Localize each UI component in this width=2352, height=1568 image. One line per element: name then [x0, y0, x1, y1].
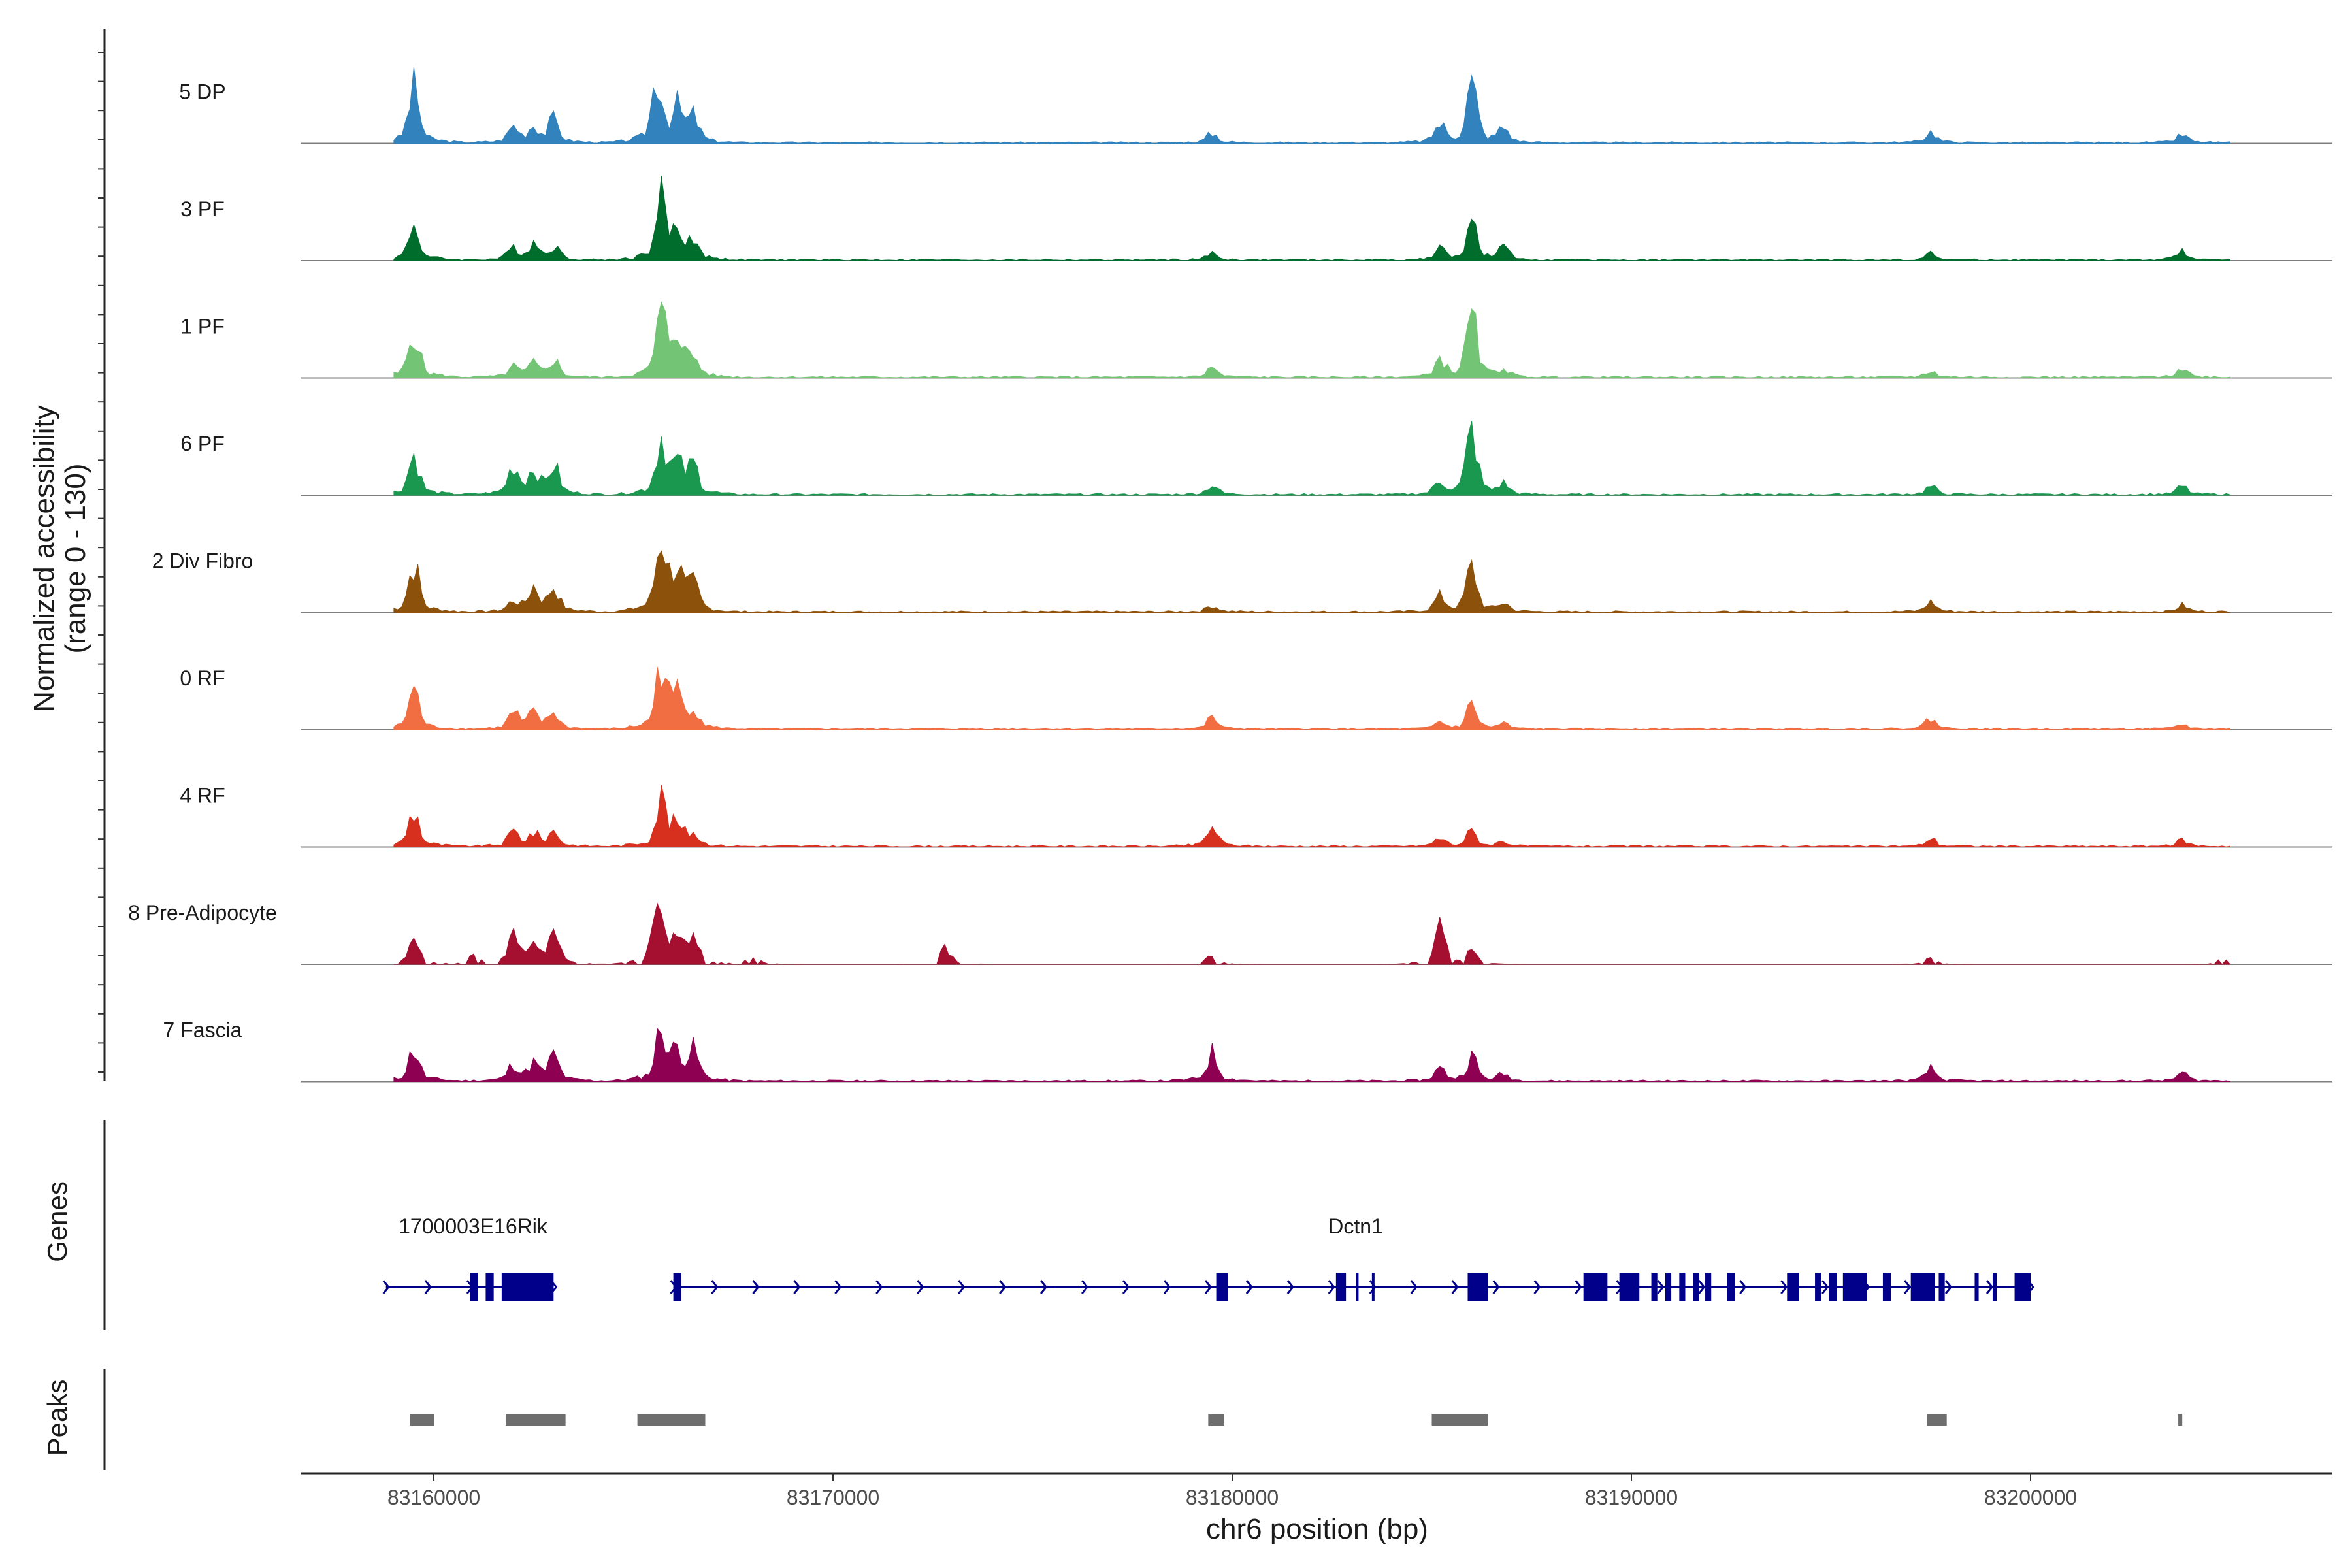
coverage-area-4-rf	[393, 785, 2230, 848]
track-label-2-div-fibro: 2 Div Fibro	[152, 549, 253, 573]
exon	[501, 1273, 554, 1301]
y-axis-subtitle: (range 0 - 130)	[59, 463, 91, 653]
track-label-8-pre-adipocyte: 8 Pre-Adipocyte	[128, 901, 277, 924]
track-label-3-pf: 3 PF	[180, 197, 225, 221]
exon	[1583, 1273, 1608, 1301]
exon	[1619, 1273, 1640, 1301]
track-6-pf: 6 PF	[180, 421, 2332, 496]
exon	[1829, 1273, 1837, 1301]
peak-region	[1431, 1414, 1488, 1426]
track-1-pf: 1 PF	[180, 301, 2332, 379]
exon	[1842, 1273, 1867, 1301]
track-2-div-fibro: 2 Div Fibro	[152, 549, 2332, 613]
exon	[1787, 1273, 1799, 1301]
track-label-4-rf: 4 RF	[180, 784, 225, 808]
genes-panel: 1700003E16Rik Dctn1	[103, 1120, 2034, 1330]
peak-region	[1208, 1414, 1224, 1426]
track-label-5-dp: 5 DP	[179, 80, 225, 104]
track-label-7-fascia: 7 Fascia	[163, 1019, 242, 1042]
x-tick-label: 83180000	[1186, 1486, 1279, 1509]
exon	[1335, 1273, 1347, 1301]
exon	[1693, 1273, 1699, 1301]
exon	[2014, 1273, 2031, 1301]
x-tick-label: 83200000	[1984, 1486, 2077, 1509]
gene-dctn1: Dctn1	[670, 1215, 2034, 1301]
track-4-rf: 4 RF	[180, 784, 2332, 848]
peak-region	[410, 1414, 434, 1426]
exon	[1679, 1273, 1686, 1301]
exon	[673, 1273, 681, 1301]
exon	[1467, 1273, 1488, 1301]
peak-region	[2178, 1414, 2183, 1426]
coverage-area-7-fascia	[393, 1028, 2230, 1083]
y-axis-title: Normalized accessibility	[28, 405, 60, 711]
coverage-area-0-rf	[393, 666, 2230, 730]
gene-1700003e16rik: 1700003E16Rik	[382, 1215, 558, 1301]
coverage-area-3-pf	[393, 176, 2230, 261]
x-tick-label: 83160000	[387, 1486, 480, 1509]
exon	[485, 1273, 494, 1301]
exon	[469, 1273, 478, 1301]
exon	[1216, 1273, 1228, 1301]
peaks-panel-title: Peaks	[42, 1380, 73, 1456]
exon	[1815, 1273, 1821, 1301]
track-5-dp: 5 DP	[179, 67, 2332, 144]
exon	[1974, 1273, 1979, 1301]
exon	[1727, 1273, 1735, 1301]
coverage-area-8-pre-adipocyte	[393, 902, 2231, 966]
track-label-6-pf: 6 PF	[180, 432, 225, 455]
exon	[1705, 1273, 1712, 1301]
exon	[1910, 1273, 1935, 1301]
track-3-pf: 3 PF	[180, 176, 2332, 261]
genes-panel-title: Genes	[42, 1181, 73, 1262]
coverage-area-2-div-fibro	[393, 550, 2230, 613]
track-label-0-rf: 0 RF	[180, 666, 225, 690]
x-tick-label: 83190000	[1585, 1486, 1678, 1509]
exon	[1992, 1273, 1997, 1301]
x-axis-title: chr6 position (bp)	[1206, 1513, 1428, 1545]
coverage-area-6-pf	[393, 421, 2230, 496]
track-8-pre-adipocyte: 8 Pre-Adipocyte	[128, 901, 2332, 966]
gene-label-1700003e16rik: 1700003E16Rik	[399, 1215, 548, 1238]
peak-region	[505, 1414, 566, 1426]
exon	[1938, 1273, 1945, 1301]
exon	[1371, 1273, 1375, 1301]
exon	[1882, 1273, 1891, 1301]
track-0-rf: 0 RF	[180, 666, 2332, 730]
track-label-1-pf: 1 PF	[180, 315, 225, 338]
track-7-fascia: 7 Fascia	[163, 1019, 2332, 1083]
peak-region	[1927, 1414, 1947, 1426]
coverage-tracks: 5 DP 3 PF 1 PF 6 PF 2 Div Fibro 0 RF 4 RF 8 Pre…	[128, 67, 2332, 1083]
gene-label-dctn1: Dctn1	[1328, 1215, 1383, 1238]
peaks-panel	[103, 1369, 2183, 1470]
peak-region	[637, 1414, 706, 1426]
coverage-area-1-pf	[393, 301, 2230, 378]
coverage-y-axis	[98, 29, 106, 1081]
exon	[1356, 1273, 1359, 1301]
exon	[1665, 1273, 1672, 1301]
x-axis: 83160000 83170000 83180000 83190000 83200000	[301, 1472, 2332, 1509]
exon	[1651, 1273, 1658, 1301]
coverage-area-5-dp	[393, 67, 2230, 144]
x-tick-label: 83170000	[787, 1486, 879, 1509]
